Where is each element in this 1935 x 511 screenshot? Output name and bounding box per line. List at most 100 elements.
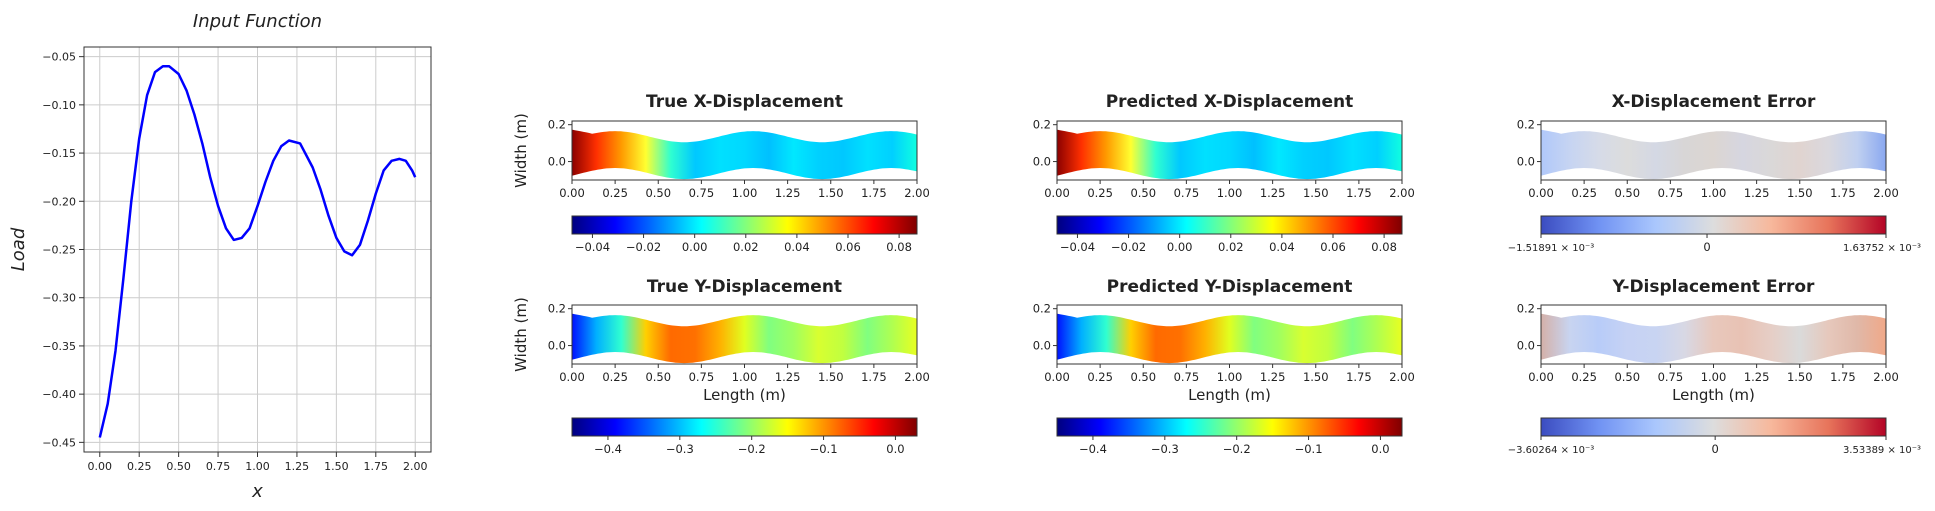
colorbar-tick-label: 0.0	[1371, 442, 1389, 456]
x-axis-label: Length (m)	[703, 386, 786, 404]
y-tick-label: 0.2	[1517, 118, 1535, 132]
x-tick-label: 0.50	[1614, 370, 1640, 384]
panel-title: True Y-Displacement	[647, 277, 842, 297]
colorbar-tick-label: −0.1	[1295, 442, 1323, 456]
input-function-line	[98, 65, 417, 438]
panel-title: Y-Displacement Error	[1612, 277, 1815, 297]
x-tick-label: 2.00	[403, 460, 428, 473]
y-tick-label: −0.45	[42, 436, 76, 449]
x-tick-label: 2.00	[904, 370, 930, 384]
colorbar-tick-label: 0.00	[682, 240, 708, 254]
x-tick-label: 0.50	[1130, 186, 1156, 200]
colorbar-tick-label: 0.08	[1371, 240, 1397, 254]
x-tick-label: 1.50	[324, 460, 349, 473]
x-tick-label: 2.00	[1873, 186, 1899, 200]
y-tick-label: 0.0	[548, 155, 566, 169]
x-tick-label: 1.00	[732, 186, 758, 200]
x-tick-label: 0.00	[88, 460, 113, 473]
displacement-field	[572, 129, 917, 180]
colorbar-tick-label: −0.3	[666, 442, 694, 456]
panel-title: Predicted Y-Displacement	[1107, 277, 1353, 297]
displacement-field	[1057, 313, 1402, 364]
x-tick-label: 0.50	[1614, 186, 1640, 200]
colorbar	[1541, 418, 1886, 436]
y-tick-label: −0.10	[42, 99, 76, 112]
x-tick-label: 0.25	[127, 460, 152, 473]
x-axis-label: Length (m)	[1188, 386, 1271, 404]
colorbar-tick-label: 0.06	[835, 240, 861, 254]
colorbar-tick-label: −0.4	[594, 442, 622, 456]
panel-err_x: 0.00 0.25 0.50 0.75 1.00 1.25 1.50 1.75 2.000.00…	[1508, 92, 1921, 254]
x-tick-label: 1.00	[1701, 370, 1727, 384]
x-tick-label: 0.75	[1658, 186, 1684, 200]
x-tick-label: 0.25	[1087, 186, 1113, 200]
colorbar-tick-label: 0.00	[1167, 240, 1193, 254]
x-tick-label: 0.25	[602, 186, 628, 200]
x-axis-label: Length (m)	[1672, 386, 1755, 404]
colorbar-frame	[1056, 215, 1403, 235]
x-tick-label: 1.50	[1303, 186, 1329, 200]
panel-title: True X-Displacement	[646, 92, 843, 112]
colorbar	[1541, 216, 1886, 234]
y-tick-label: −0.30	[42, 292, 76, 305]
colorbar	[572, 418, 917, 436]
colorbar-frame	[1540, 215, 1887, 235]
colorbar-tick-label: −0.1	[810, 442, 838, 456]
displacement-field	[572, 313, 917, 364]
x-tick-label: 0.00	[1528, 370, 1554, 384]
y-tick-label: 0.2	[1033, 118, 1051, 132]
colorbar-tick-label: 3.53389 × 10⁻³	[1843, 445, 1921, 456]
panel-pred_x: 0.00 0.25 0.50 0.75 1.00 1.25 1.50 1.75 2.000.00…	[1033, 92, 1415, 254]
colorbar-tick-label: −0.04	[575, 240, 610, 254]
x-tick-label: 1.75	[861, 186, 887, 200]
x-tick-label: 1.75	[364, 460, 389, 473]
colorbar-tick-label: 0.08	[886, 240, 912, 254]
x-tick-label: 0.50	[645, 370, 671, 384]
colorbar-frame	[571, 215, 918, 235]
colorbar-tick-label: 0.0	[886, 442, 904, 456]
y-axis-label: Load	[8, 227, 29, 271]
x-tick-label: 2.00	[904, 186, 930, 200]
x-tick-label: 1.75	[1346, 370, 1372, 384]
colorbar	[1057, 216, 1402, 234]
x-tick-label: 2.00	[1873, 370, 1899, 384]
colorbar-frame	[1056, 417, 1403, 437]
x-tick-label: 0.25	[1571, 370, 1597, 384]
y-tick-label: 0.0	[1517, 339, 1535, 353]
y-tick-label: 0.0	[1033, 155, 1051, 169]
panel-true_y: 0.00 0.25 0.50 0.75 1.00 1.25 1.50 1.75 2.00 0.0 0…	[512, 277, 930, 456]
x-tick-label: 1.00	[1217, 370, 1243, 384]
x-tick-label: 1.25	[1260, 186, 1286, 200]
y-tick-label: 0.2	[1033, 302, 1051, 316]
colorbar-tick-label: 0.04	[1269, 240, 1295, 254]
x-tick-label: 0.00	[1044, 370, 1070, 384]
colorbar-tick-label: −0.3	[1151, 442, 1179, 456]
y-tick-label: 0.2	[548, 118, 566, 132]
y-tick-label: 0.2	[548, 302, 566, 316]
panel-title: Predicted X-Displacement	[1106, 92, 1354, 112]
colorbar-tick-label: 0.04	[784, 240, 810, 254]
x-axis-label: x	[251, 481, 263, 502]
chart-title: Input Function	[193, 11, 322, 32]
x-tick-label: 0.75	[1174, 186, 1200, 200]
panel-true_x: 0.00 0.25 0.50 0.75 1.00 1.25 1.50 1.75 2.000.00…	[512, 92, 930, 254]
colorbar-tick-label: 1.63752 × 10⁻³	[1843, 243, 1921, 254]
x-tick-label: 0.50	[645, 186, 671, 200]
x-tick-label: 0.25	[1087, 370, 1113, 384]
displacement-field	[1541, 313, 1886, 364]
x-tick-label: 1.75	[861, 370, 887, 384]
x-tick-label: 0.00	[559, 370, 585, 384]
x-tick-label: 0.75	[206, 460, 231, 473]
colorbar-frame	[571, 417, 918, 437]
colorbar-tick-label: 0	[1703, 240, 1710, 254]
x-tick-label: 1.00	[732, 370, 758, 384]
x-tick-label: 0.00	[1528, 186, 1554, 200]
plot-frame	[83, 46, 432, 453]
y-tick-label: −0.40	[42, 388, 76, 401]
colorbar-tick-label: −0.02	[626, 240, 661, 254]
colorbar-tick-label: 0	[1711, 442, 1718, 456]
x-tick-label: 0.75	[1174, 370, 1200, 384]
colorbar-tick-label: 0.02	[733, 240, 759, 254]
x-tick-label: 0.75	[1658, 370, 1684, 384]
x-tick-label: 0.50	[1130, 370, 1156, 384]
